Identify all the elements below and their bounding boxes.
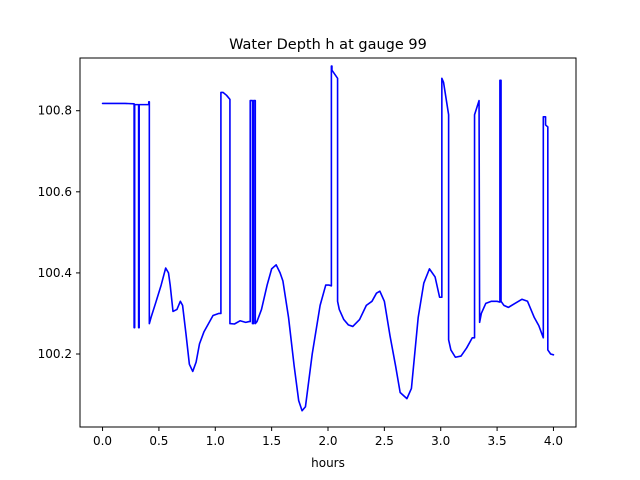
x-tick-label: 3.0 — [431, 434, 450, 448]
x-axis: 0.0 0.5 1.0 1.5 2.0 2.5 3.0 3.5 4.0 — [93, 427, 563, 448]
chart-title: Water Depth h at gauge 99 — [229, 37, 427, 53]
y-tick-label: 100.6 — [38, 185, 72, 199]
series-layer — [101, 65, 555, 412]
x-tick-label: 2.0 — [318, 434, 337, 448]
x-tick-label: 2.5 — [375, 434, 394, 448]
x-tick-label: 3.5 — [488, 434, 507, 448]
x-axis-label: hours — [311, 456, 345, 470]
water-depth-series-line — [101, 65, 555, 412]
y-axis: 100.2 100.4 100.6 100.8 — [38, 104, 80, 361]
y-tick-label: 100.4 — [38, 266, 72, 280]
y-tick-label: 100.8 — [38, 104, 72, 118]
x-tick-label: 4.0 — [544, 434, 563, 448]
x-tick-label: 0.5 — [149, 434, 168, 448]
y-tick-label: 100.2 — [38, 347, 72, 361]
x-tick-label: 0.0 — [93, 434, 112, 448]
x-tick-label: 1.0 — [206, 434, 225, 448]
x-tick-label: 1.5 — [262, 434, 281, 448]
